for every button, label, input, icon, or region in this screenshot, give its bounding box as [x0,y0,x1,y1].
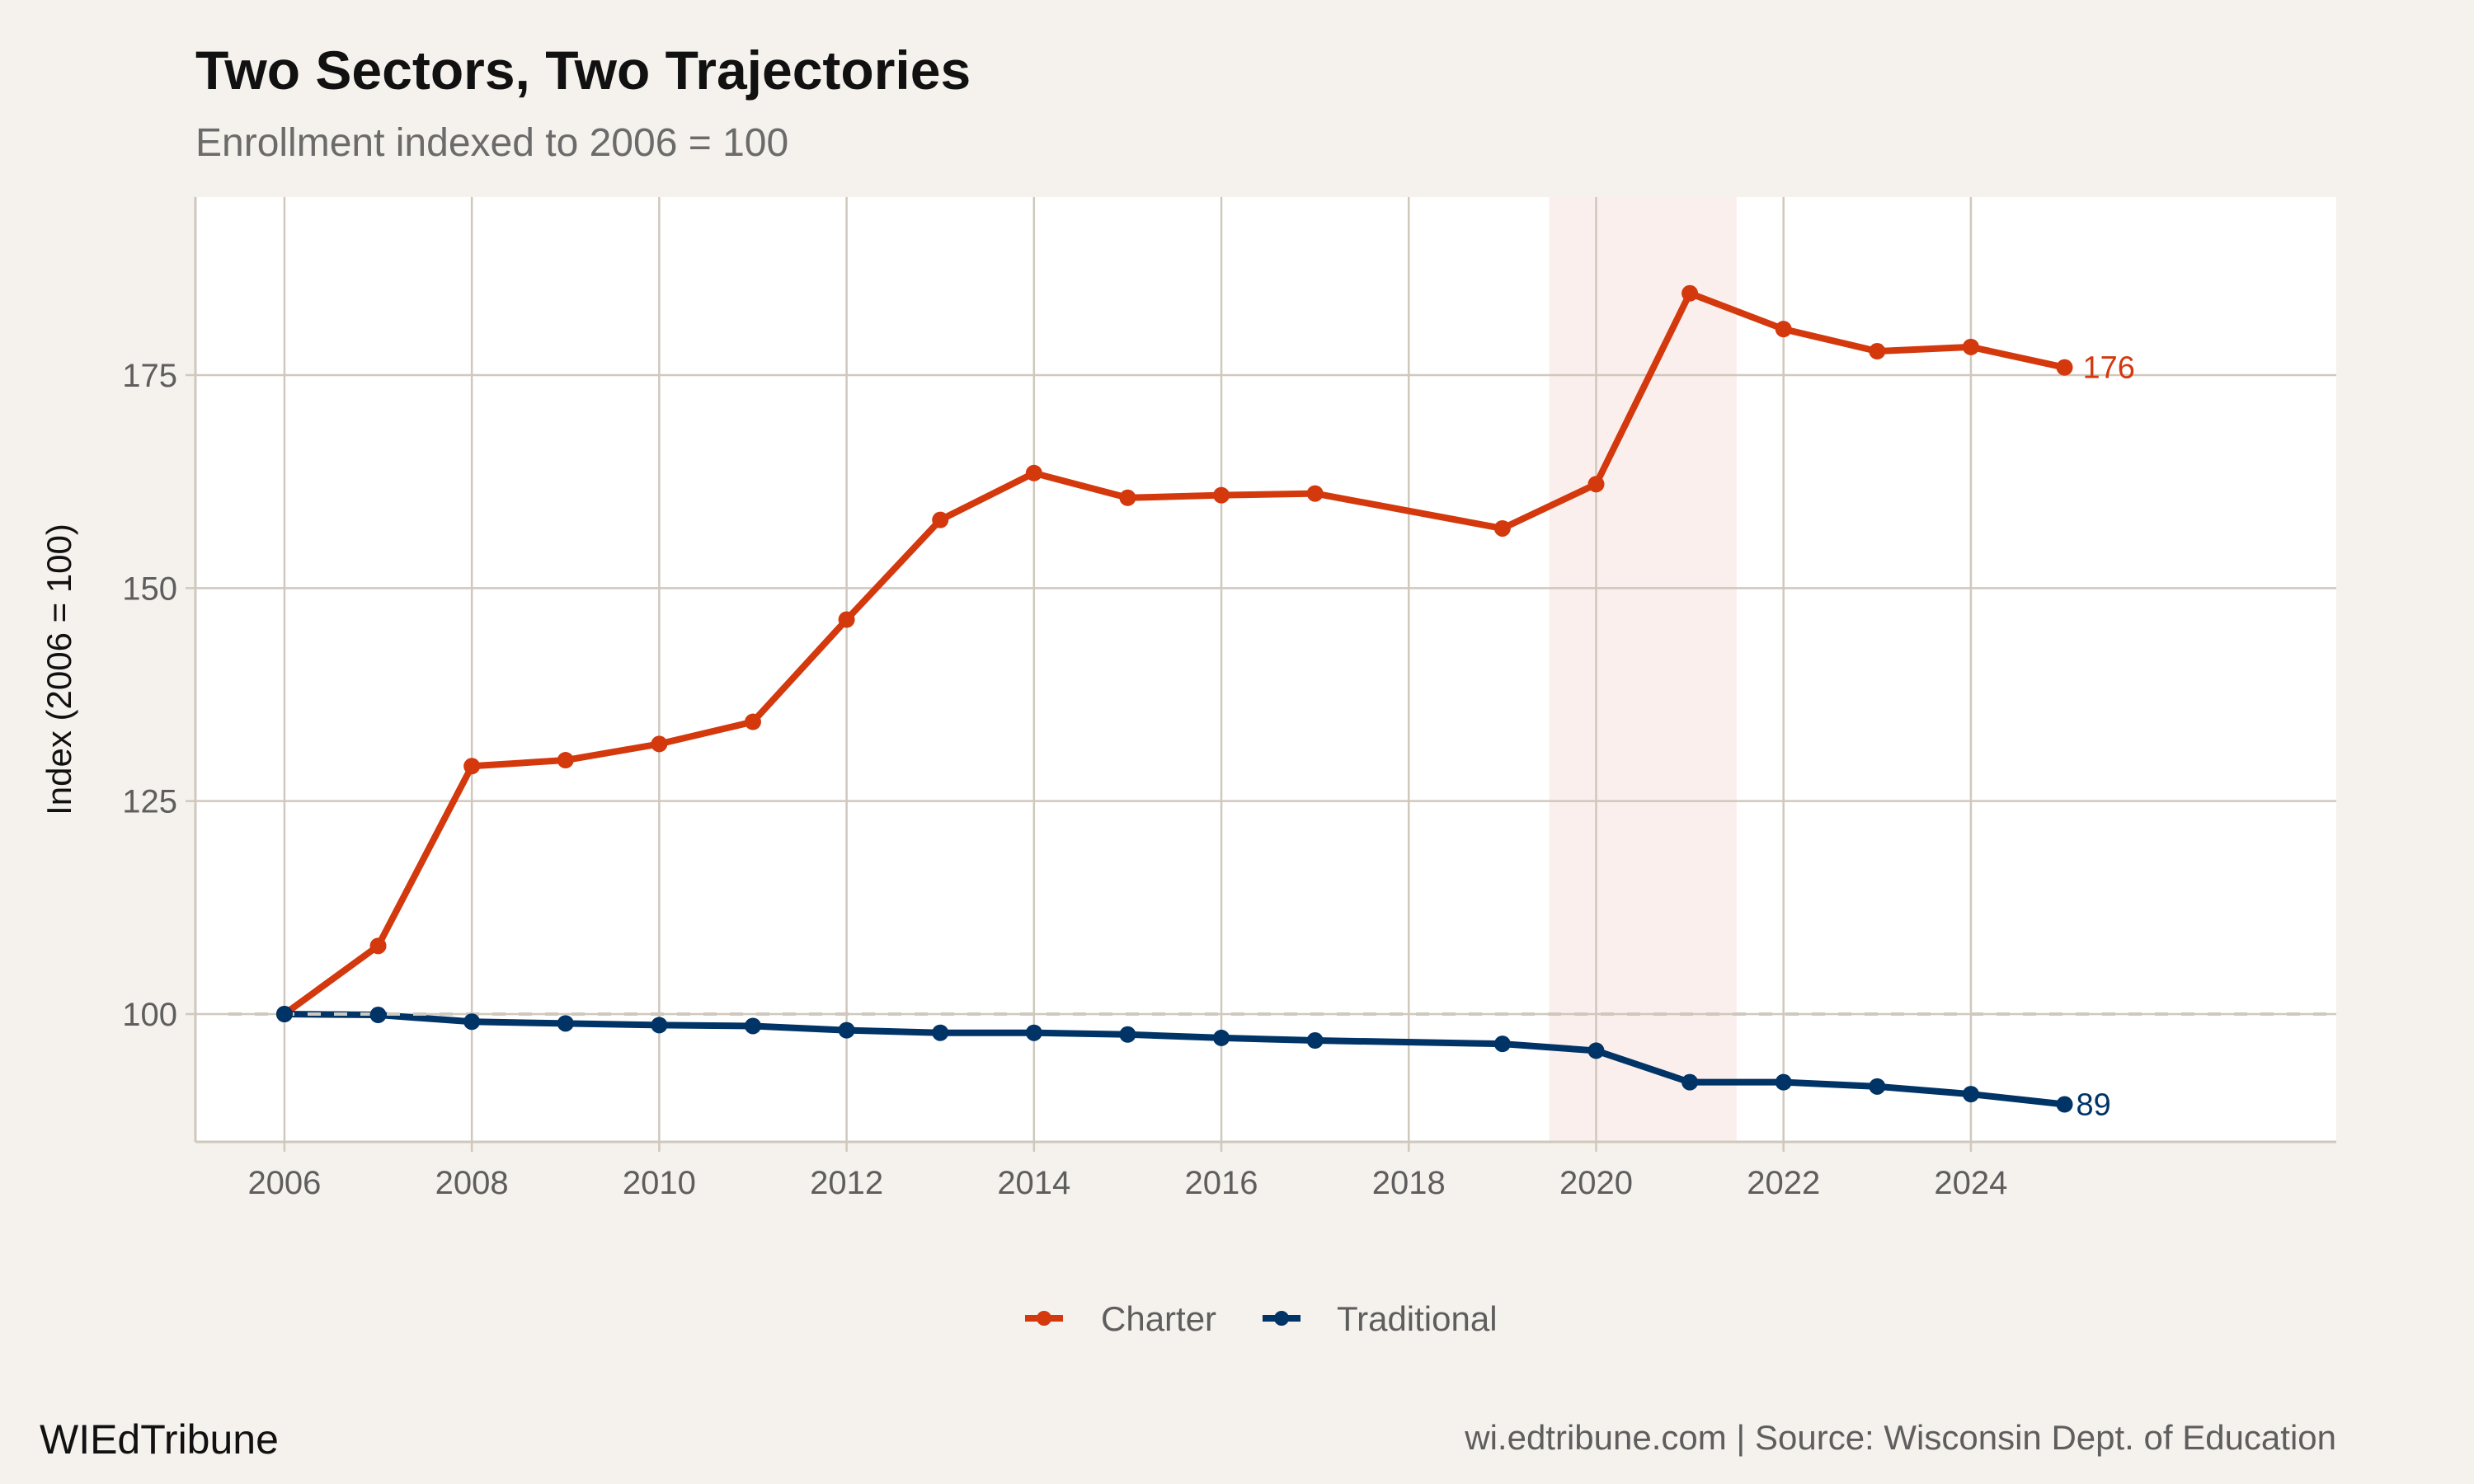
data-point-traditional [1681,1073,1699,1091]
data-point-charter [463,758,481,775]
data-point-traditional [1869,1078,1886,1095]
x-tick-label: 2024 [1934,1165,2007,1201]
data-point-traditional [838,1021,855,1039]
x-tick-label: 2018 [1372,1165,1446,1201]
y-axis-label: Index (2006 = 100) [40,524,78,815]
x-tick-label: 2022 [1747,1165,1820,1201]
data-point-traditional [651,1017,668,1034]
y-tick-label: 125 [122,784,177,820]
data-point-charter [369,937,387,955]
data-point-charter [1025,464,1042,481]
data-point-charter [1213,486,1230,504]
legend-label-traditional: Traditional [1337,1299,1498,1338]
x-tick-label: 2020 [1559,1165,1633,1201]
y-tick-label: 100 [122,997,177,1033]
data-point-traditional [369,1007,387,1024]
data-point-traditional [744,1017,761,1035]
data-point-charter [1493,519,1511,537]
data-point-traditional [1025,1024,1042,1041]
footer-source: wi.edtribune.com | Source: Wisconsin Dep… [1464,1418,2336,1457]
shaded-region [1549,197,1737,1142]
data-point-traditional [275,1005,293,1022]
data-point-charter [1962,338,1979,355]
footer-brand: WIEdTribune [40,1416,279,1463]
data-point-charter [557,752,574,769]
x-tick-label: 2008 [435,1165,509,1201]
plot-panel [195,197,2336,1142]
data-point-charter [1775,321,1792,338]
data-point-traditional [557,1015,574,1032]
legend-marker-charter [1037,1311,1051,1326]
data-point-charter [1119,489,1136,506]
data-point-charter [2056,359,2073,376]
data-point-traditional [463,1013,481,1031]
y-tick-label: 150 [122,571,177,607]
data-point-charter [744,713,761,730]
data-point-charter [932,511,949,528]
data-point-traditional [2056,1096,2073,1113]
data-point-charter [651,735,668,753]
end-label-traditional: 89 [2077,1088,2111,1123]
data-point-charter [1306,485,1324,502]
x-tick-label: 2016 [1185,1165,1258,1201]
y-tick-label: 175 [122,358,177,394]
data-point-charter [1869,343,1886,360]
data-point-traditional [1493,1036,1511,1053]
x-tick-label: 2006 [247,1165,321,1201]
data-point-charter [1681,284,1699,302]
data-point-charter [838,611,855,628]
x-tick-label: 2010 [623,1165,696,1201]
data-point-traditional [1306,1032,1324,1050]
x-tick-label: 2012 [810,1165,883,1201]
chart-title: Two Sectors, Two Trajectories [195,40,971,101]
legend: Charter Traditional [1025,1299,1498,1338]
legend-marker-traditional [1274,1311,1289,1326]
data-point-traditional [1587,1042,1605,1059]
end-label-charter: 176 [2083,351,2135,386]
data-point-traditional [1213,1029,1230,1046]
legend-label-charter: Charter [1101,1299,1216,1338]
data-point-charter [1587,476,1605,493]
data-point-traditional [1962,1086,1979,1103]
data-point-traditional [932,1024,949,1041]
x-tick-label: 2014 [997,1165,1070,1201]
data-point-traditional [1775,1073,1792,1091]
data-point-traditional [1119,1026,1136,1043]
chart-subtitle: Enrollment indexed to 2006 = 100 [195,121,788,165]
